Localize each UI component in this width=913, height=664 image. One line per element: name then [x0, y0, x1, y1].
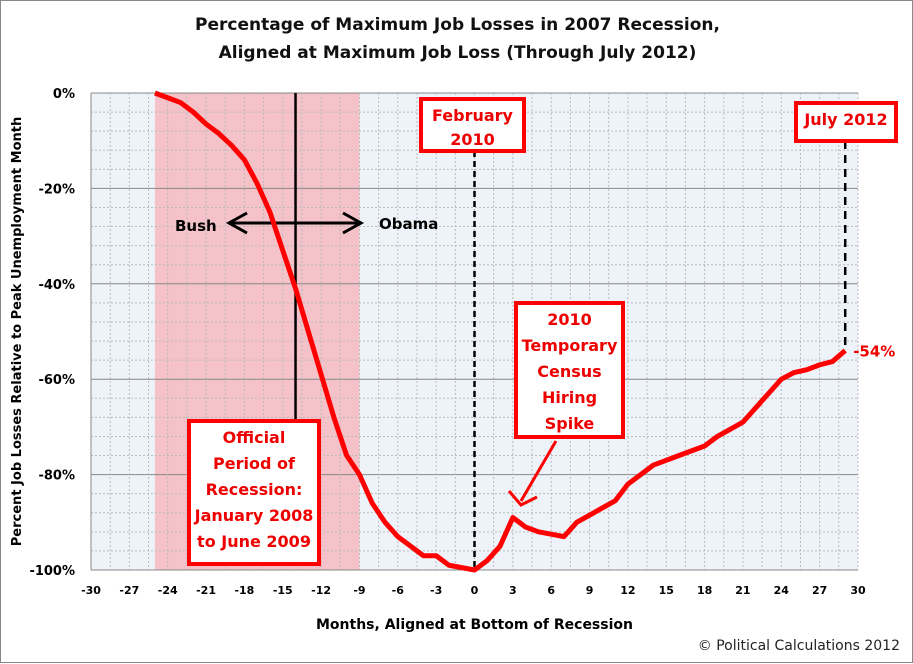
y-axis-label: Percent Job Losses Relative to Peak Unem… [10, 117, 25, 546]
x-tick-label: 30 [850, 584, 866, 597]
x-tick-label: 21 [735, 584, 750, 597]
official-recession-text: Recession: [206, 480, 303, 499]
y-tick-label: -40% [38, 278, 75, 293]
y-tick-label: -60% [38, 373, 75, 388]
census-spike-text: Census [537, 362, 601, 381]
official-recession-text: to June 2009 [197, 532, 311, 551]
x-tick-label: -30 [81, 584, 101, 597]
x-tick-label: 6 [547, 584, 555, 597]
census-spike-box [514, 301, 625, 439]
x-tick-label: 27 [812, 584, 827, 597]
census-spike-text: Temporary [522, 336, 618, 355]
x-tick-label: -18 [234, 584, 254, 597]
official-recession-text: January 2008 [194, 506, 314, 525]
x-tick-label: -27 [119, 584, 139, 597]
census-spike-text: Hiring [542, 388, 597, 407]
census-arrowhead-icon [507, 490, 538, 507]
official-recession-text: Period of [213, 454, 296, 473]
feb-2010-text: February [432, 106, 514, 125]
y-tick-label: 0% [53, 87, 75, 102]
x-tick-label: -6 [392, 584, 405, 597]
official-recession-box [187, 419, 321, 566]
end-value-label: -54% [853, 343, 895, 361]
x-tick-label: 9 [586, 584, 594, 597]
x-tick-label: -12 [311, 584, 331, 597]
feb-2010-text: 2010 [450, 130, 495, 149]
x-tick-label: 15 [659, 584, 674, 597]
obama-label: Obama [379, 215, 438, 233]
census-arrow [519, 440, 558, 502]
july-2012-box [794, 101, 898, 143]
feb-2010-box [419, 97, 526, 153]
x-tick-label: 12 [620, 584, 635, 597]
x-tick-label: -15 [273, 584, 293, 597]
x-tick-label: -3 [430, 584, 442, 597]
x-tick-label: 18 [697, 584, 712, 597]
arrow-left-icon [225, 211, 248, 235]
census-spike-text: 2010 [547, 310, 592, 329]
copyright: © Political Calculations 2012 [697, 638, 900, 654]
y-tick-label: -20% [38, 182, 75, 197]
chart-title-line1: Percentage of Maximum Job Losses in 2007… [195, 15, 720, 35]
census-spike-text: Spike [545, 414, 595, 433]
data-line [154, 90, 847, 573]
arrow-right-icon [342, 211, 365, 235]
july-2012-text: July 2012 [803, 110, 887, 129]
x-tick-label: -21 [196, 584, 216, 597]
x-tick-label: 0 [471, 584, 479, 597]
y-tick-label: -80% [38, 469, 75, 484]
x-tick-label: -24 [158, 584, 178, 597]
y-tick-label: -100% [29, 564, 75, 579]
official-recession-text: Official [223, 428, 286, 447]
x-tick-label: 24 [774, 584, 790, 597]
x-axis-label: Months, Aligned at Bottom of Recession [316, 617, 633, 633]
bush-label: Bush [175, 217, 217, 235]
x-tick-label: -9 [353, 584, 365, 597]
chart-title-line2: Aligned at Maximum Job Loss (Through Jul… [218, 43, 697, 63]
x-tick-label: 3 [509, 584, 517, 597]
